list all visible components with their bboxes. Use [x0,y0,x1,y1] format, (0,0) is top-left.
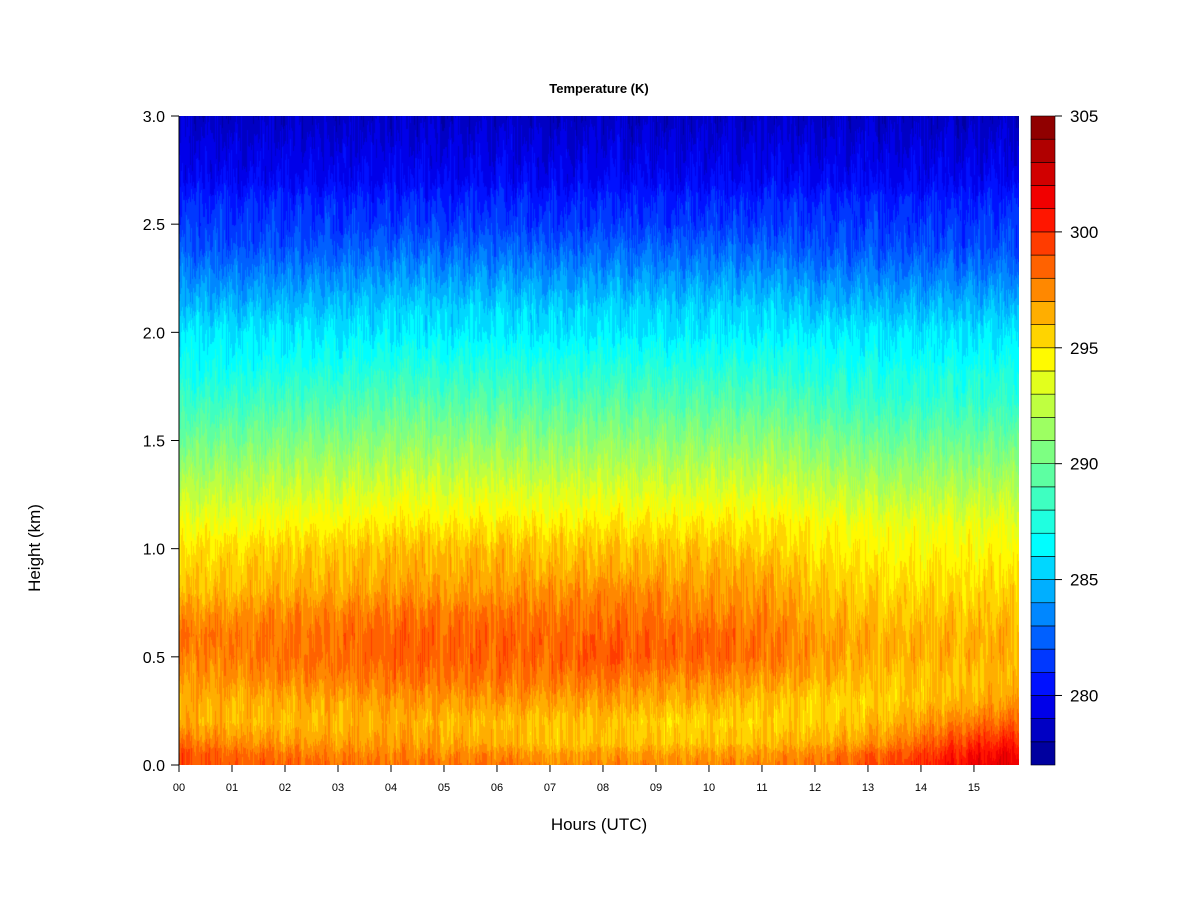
colorbar-swatch [1030,138,1056,163]
colorbar-swatch [1030,277,1056,302]
x-tick-label: 01 [226,782,238,794]
x-tick-label: 14 [915,782,927,794]
colorbar-swatch [1030,579,1056,604]
colorbar-swatch [1030,324,1056,349]
x-tick-label: 08 [597,782,609,794]
colorbar-swatch [1030,602,1056,627]
y-tick-label: 1.0 [143,542,165,559]
x-tick-label: 10 [703,782,715,794]
colorbar-swatch [1030,393,1056,418]
colorbar-ticks: 280 285 290 295 300 305 [1055,107,1098,705]
y-axis-title: Height (km) [25,504,44,592]
x-axis-title: Hours (UTC) [551,815,647,834]
colorbar-swatch [1030,208,1056,233]
colorbar [1030,115,1056,766]
colorbar-tick-label: 305 [1070,107,1098,126]
colorbar-swatch [1030,463,1056,488]
colorbar-tick-label: 280 [1070,686,1098,705]
y-tick-label: 2.5 [143,217,165,234]
colorbar-tick-label: 290 [1070,455,1098,474]
colorbar-swatch [1030,532,1056,557]
chart-title: Temperature (K) [549,81,648,96]
x-tick-label: 13 [862,782,874,794]
colorbar-swatch [1030,185,1056,210]
y-tick-label: 0.0 [143,758,165,775]
x-tick-label: 03 [332,782,344,794]
colorbar-swatch [1030,440,1056,464]
colorbar-swatch [1030,417,1056,441]
x-tick-label: 15 [968,782,980,794]
colorbar-swatch [1030,509,1056,534]
colorbar-tick-label: 295 [1070,339,1098,358]
x-tick-label: 09 [650,782,662,794]
colorbar-swatch [1030,162,1056,186]
colorbar-swatch [1030,741,1056,766]
x-tick-label: 02 [279,782,291,794]
colorbar-swatch [1030,718,1056,743]
y-tick-label: 3.0 [143,109,165,126]
x-tick-label: 11 [756,782,767,794]
colorbar-swatch [1030,301,1056,325]
colorbar-tick-label: 300 [1070,223,1098,242]
colorbar-swatch [1030,115,1056,140]
y-tick-label: 0.5 [143,650,165,667]
colorbar-swatch [1030,648,1056,673]
y-tick-label: 1.5 [143,434,165,451]
x-axis: 00 01 02 03 04 05 06 07 08 09 10 11 12 13 14 15 [173,765,980,794]
x-tick-label: 06 [491,782,503,794]
y-tick-label: 2.0 [143,325,165,342]
colorbar-swatch [1030,370,1056,395]
x-tick-label: 12 [809,782,821,794]
colorbar-tick-label: 285 [1070,571,1098,590]
x-tick-label: 07 [544,782,556,794]
colorbar-swatch [1030,671,1056,696]
colorbar-swatch [1030,231,1056,256]
colorbar-swatch [1030,556,1056,580]
colorbar-swatch [1030,695,1056,719]
x-tick-label: 04 [385,782,397,794]
colorbar-swatch [1030,347,1056,372]
x-tick-label: 00 [173,782,185,794]
heatmap-field [179,116,1019,765]
x-tick-label: 05 [438,782,450,794]
y-axis: 0.0 0.5 1.0 1.5 2.0 2.5 3.0 [143,109,179,775]
colorbar-swatch [1030,625,1056,650]
colorbar-swatch [1030,254,1056,279]
colorbar-swatch [1030,486,1056,511]
plot-area [178,116,1019,765]
